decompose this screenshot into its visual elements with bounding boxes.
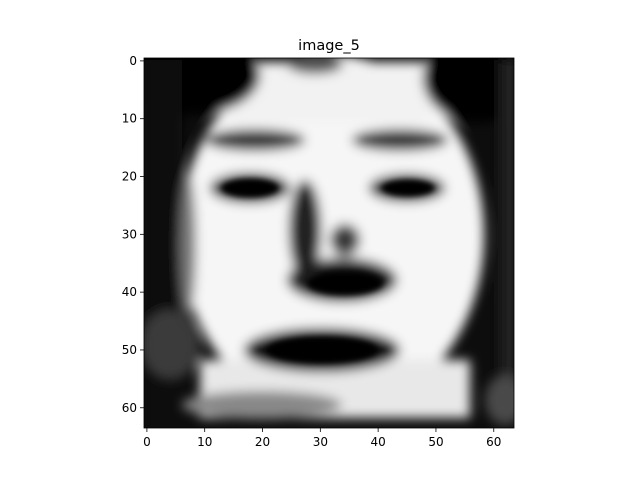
nostril-shadow bbox=[307, 271, 383, 295]
hair-top-mid bbox=[287, 58, 343, 74]
chin-shadow bbox=[182, 391, 342, 419]
y-tick-label: 30 bbox=[122, 227, 137, 241]
y-axis: 0 10 20 30 40 50 60 bbox=[122, 54, 144, 415]
face-image bbox=[144, 58, 514, 428]
hair-top-left bbox=[144, 58, 260, 115]
right-brow bbox=[352, 129, 448, 151]
left-brow bbox=[205, 129, 305, 151]
hair-left-side bbox=[144, 60, 182, 360]
nose-tip bbox=[330, 224, 360, 256]
left-cheek-line bbox=[180, 175, 196, 315]
left-jaw-shadow bbox=[144, 310, 200, 380]
nose-bridge bbox=[289, 180, 321, 280]
x-tick-label: 40 bbox=[371, 435, 386, 449]
axes-frame bbox=[143, 57, 515, 429]
y-tick-label: 0 bbox=[129, 54, 137, 68]
x-tick-label: 0 bbox=[143, 435, 151, 449]
x-tick-label: 60 bbox=[486, 435, 501, 449]
left-eye-core bbox=[222, 179, 278, 197]
y-tick-label: 40 bbox=[122, 285, 137, 299]
chart-title: image_5 bbox=[298, 38, 360, 54]
y-tick-label: 10 bbox=[122, 112, 137, 126]
right-jaw-shadow bbox=[485, 375, 514, 425]
mouth-core bbox=[267, 337, 377, 363]
x-axis: 0 10 20 30 40 50 60 bbox=[143, 428, 501, 449]
x-tick-label: 20 bbox=[255, 435, 270, 449]
hair-right-side bbox=[500, 60, 514, 390]
right-eye-core bbox=[382, 180, 434, 196]
y-tick-label: 20 bbox=[122, 170, 137, 184]
x-tick-label: 10 bbox=[197, 435, 212, 449]
x-tick-label: 30 bbox=[313, 435, 328, 449]
y-tick-label: 50 bbox=[122, 343, 137, 357]
x-tick-label: 50 bbox=[428, 435, 443, 449]
hair-top-right bbox=[423, 58, 514, 123]
y-tick-label: 60 bbox=[122, 401, 137, 415]
